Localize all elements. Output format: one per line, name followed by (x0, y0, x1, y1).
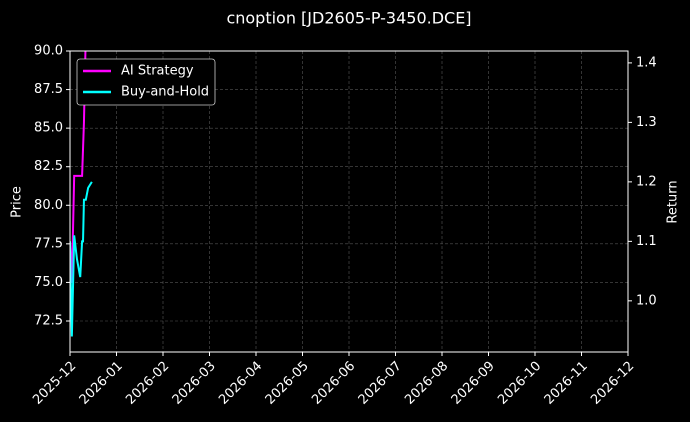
legend-label: AI Strategy (121, 64, 194, 79)
series-line (70, 181, 93, 337)
y2-tick-label: 1.1 (636, 234, 657, 249)
chart-title: cnoption [JD2605-P-3450.DCE] (226, 9, 471, 28)
legend-label: Buy-and-Hold (121, 85, 209, 100)
plot-area (70, 51, 93, 337)
legend-box (76, 58, 216, 106)
y2-tick-label: 1.4 (636, 55, 657, 70)
y2-tick-label: 1.2 (636, 174, 657, 189)
y-tick-label: 77.5 (34, 236, 63, 251)
y2-axis-label: Return (666, 180, 681, 223)
y-tick-label: 80.0 (34, 198, 63, 213)
y-tick-label: 82.5 (34, 159, 63, 174)
grid (69, 50, 629, 352)
y2-tick-label: 1.3 (636, 115, 657, 130)
y2-tick-label: 1.0 (636, 293, 657, 308)
y-tick-label: 72.5 (34, 313, 63, 328)
y-tick-label: 90.0 (34, 44, 63, 59)
legend: AI Strategy Buy-and-Hold (76, 58, 216, 106)
y-tick-label: 75.0 (34, 275, 63, 290)
y-tick-label: 85.0 (34, 121, 63, 136)
y-tick-label: 87.5 (34, 82, 63, 97)
y-axis-label: Price (10, 186, 25, 218)
series-line (70, 51, 87, 284)
